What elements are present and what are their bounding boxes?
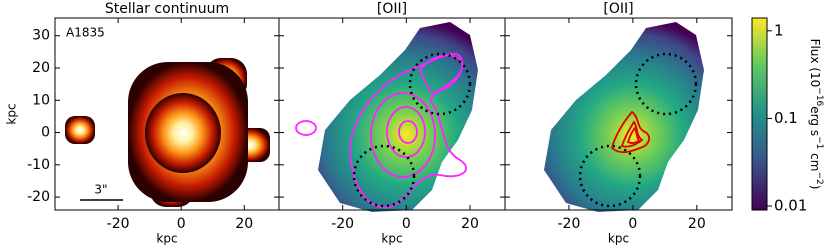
colorbar-label-part: −2	[815, 171, 825, 184]
y-tick-label: 0	[41, 125, 50, 141]
x-tick-label: -20	[107, 216, 130, 232]
x-axis-label: kpc	[156, 232, 177, 246]
x-tick-label: -20	[331, 216, 354, 232]
colorbar-tick-label: 0.01	[774, 196, 807, 214]
colorbar-label: Flux (10−16erg s−1 cm−2)	[809, 39, 825, 190]
contours	[295, 52, 698, 209]
y-axis-label: kpc	[5, 103, 19, 124]
colorbar-label-part: erg s	[809, 106, 823, 136]
y-tick-label: 10	[32, 92, 50, 108]
colorbar-tick-label: 1	[774, 21, 784, 39]
stellar-map	[65, 58, 270, 207]
panel-title: [OII]	[377, 1, 407, 17]
x-tick-label: 20	[235, 216, 253, 232]
y-tick-label: -20	[27, 189, 50, 205]
y-tick-label: 30	[32, 28, 50, 44]
x-tick-label: 20	[461, 216, 479, 232]
panel-title: Stellar continuum	[105, 1, 229, 17]
colorbar-label-part: cm	[809, 149, 823, 171]
oii-map	[318, 22, 704, 212]
colorbar-label-part: Flux (10	[809, 39, 823, 88]
colorbar-label-part: −1	[815, 136, 825, 149]
x-tick-label: -20	[558, 216, 581, 232]
panel-title: [OII]	[603, 1, 633, 17]
x-tick-label: 0	[402, 216, 411, 232]
x-tick-label: 0	[628, 216, 637, 232]
x-tick-label: 0	[177, 216, 186, 232]
cluster-label: A1835	[66, 26, 105, 40]
colorbar	[751, 17, 768, 211]
colorbar-tick-label: 0.1	[774, 109, 798, 127]
colorbar-label-part: )	[809, 185, 823, 190]
panel-frame	[504, 17, 733, 211]
colorbar-label-part: −16	[815, 87, 825, 106]
y-tick-label: -10	[27, 157, 50, 173]
x-axis-label: kpc	[608, 232, 629, 246]
x-tick-label: 20	[688, 216, 706, 232]
y-tick-label: 20	[32, 60, 50, 76]
scale-bar-label: 3"	[94, 183, 107, 197]
x-axis-label: kpc	[381, 232, 402, 246]
